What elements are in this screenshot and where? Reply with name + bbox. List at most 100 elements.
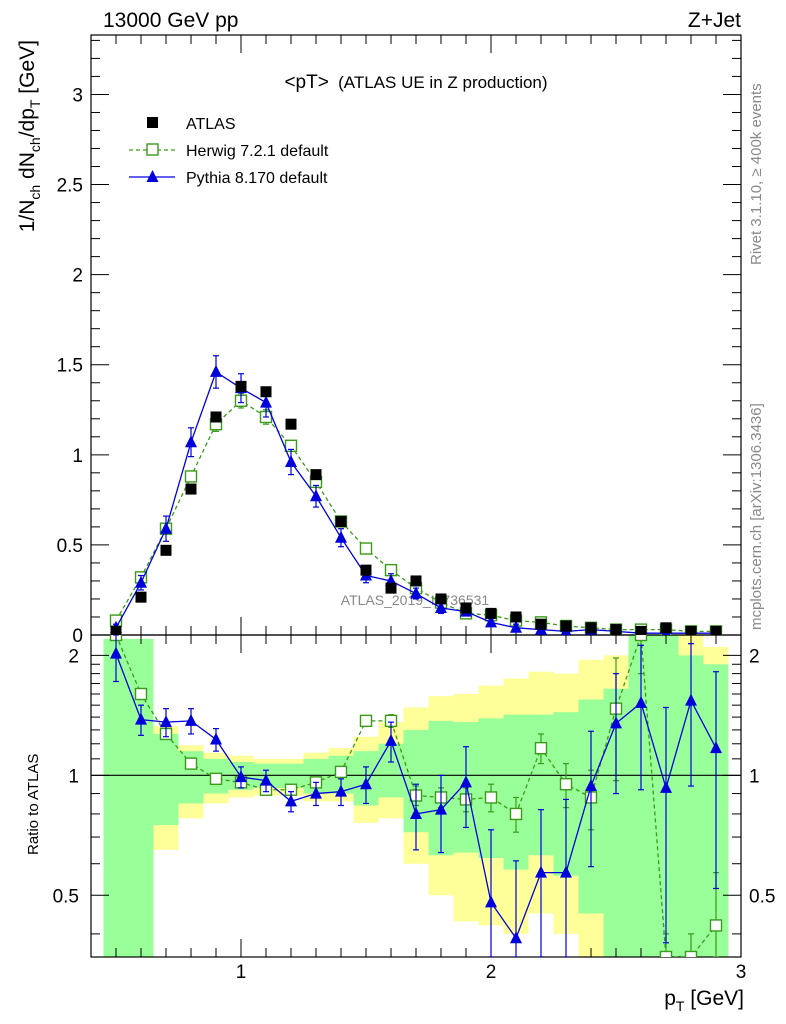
ratio-herwig-point	[334, 765, 348, 779]
main-atlas-point	[360, 564, 372, 576]
ratio-y-tick-label-right: 0.5	[749, 886, 775, 907]
main-pythia-point	[160, 521, 172, 534]
ratio-pythia-point	[110, 646, 122, 659]
ratio-pythia-point	[485, 895, 497, 908]
main-y-tick-label: 1	[72, 446, 83, 467]
main-atlas-point	[160, 544, 172, 556]
ratio-y-tick-label: 2	[68, 646, 79, 667]
ratio-herwig-point	[709, 919, 723, 932]
ratio-herwig-point	[509, 807, 523, 821]
main-pythia-point	[510, 620, 522, 633]
ratio-herwig-point	[184, 757, 198, 770]
ratio-pythia-point	[560, 865, 572, 878]
ratio-pythia-point	[435, 802, 447, 815]
mcplots-side-label: mcplots.cern.ch [arXiv:1306.3436]	[748, 403, 765, 630]
main-axis-ticks: 0 0.5 1 1.5 2 2.5 3	[57, 35, 742, 647]
rivet-side-label: Rivet 3.1.10, ≥ 400k events	[748, 83, 765, 265]
header-right-label: Z+Jet	[688, 9, 741, 32]
main-pythia-point	[335, 530, 347, 543]
ratio-herwig-point	[559, 778, 573, 791]
main-atlas-point	[460, 602, 472, 614]
main-y-tick-label: 2.5	[57, 176, 83, 197]
main-atlas-point	[310, 469, 322, 481]
analysis-watermark: ATLAS_2019_I1736531	[341, 592, 490, 608]
main-herwig-point	[359, 542, 373, 555]
main-y-tick-label: 0	[72, 626, 83, 647]
main-atlas-point	[210, 411, 222, 423]
main-atlas-point	[610, 624, 622, 635]
header-left-label: 13000 GeV pp	[103, 9, 238, 32]
ratio-herwig-point	[659, 950, 673, 957]
main-atlas-point	[485, 607, 497, 619]
legend-herwig-label: Herwig 7.2.1 default	[186, 143, 329, 160]
ratio-band-inner-bin	[128, 638, 154, 957]
main-pythia-point	[260, 395, 272, 408]
ratio-pythia-point	[210, 732, 222, 745]
x-tick-label: 3	[736, 962, 747, 983]
ratio-pythia-point	[410, 806, 422, 819]
ratio-pythia-series	[110, 635, 722, 957]
ratio-pythia-point	[310, 786, 322, 799]
ratio-y-axis-label: Ratio to ATLAS	[25, 754, 42, 855]
main-atlas-series	[110, 380, 722, 635]
main-pythia-point	[485, 615, 497, 628]
ratio-y-tick-label-right: 1	[749, 766, 760, 787]
main-pythia-point	[435, 600, 447, 613]
main-atlas-point	[410, 575, 422, 587]
main-atlas-point	[560, 620, 572, 632]
main-atlas-point	[385, 582, 397, 594]
x-tick-label: 2	[486, 962, 497, 983]
main-pythia-point	[210, 364, 222, 377]
ratio-band-inner-bin	[103, 638, 129, 957]
ratio-y-tick-label-right: 2	[749, 646, 760, 667]
main-atlas-point	[685, 625, 697, 635]
main-pythia-series	[110, 355, 721, 635]
main-chart-title-sub: (ATLAS UE in Z production)	[338, 73, 547, 92]
ratio-pythia-point	[335, 784, 347, 797]
x-tick-label: 1	[236, 962, 247, 983]
ratio-herwig-point	[484, 791, 498, 804]
ratio-pythia-point	[360, 777, 372, 790]
main-pythia-point	[310, 489, 322, 502]
ratio-pythia-point	[610, 716, 622, 729]
legend-atlas-label: ATLAS	[186, 116, 236, 133]
ratio-y-tick-label: 0.5	[53, 886, 79, 907]
main-pythia-point	[410, 586, 422, 599]
ratio-pythia-point	[185, 713, 197, 726]
main-y-axis-label: 1/Nch dNch/dpT [GeV]	[16, 40, 43, 232]
legend-atlas-marker	[147, 117, 158, 128]
ratio-herwig-point	[209, 772, 223, 786]
legend-herwig-marker	[146, 143, 159, 156]
ratio-pythia-point	[235, 770, 247, 783]
ratio-pythia-point	[660, 780, 672, 793]
ratio-herwig-point	[359, 714, 373, 728]
main-atlas-point	[260, 386, 272, 398]
legend: ATLAS Herwig 7.2.1 default Pythia 8.170 …	[129, 116, 329, 187]
ratio-pythia-point	[385, 733, 397, 746]
ratio-herwig-point	[684, 950, 698, 957]
x-axis-label: pT [GeV]	[664, 987, 744, 1014]
main-atlas-point	[285, 418, 297, 430]
main-chart-title: <pT> (ATLAS UE in Z production)	[284, 72, 547, 93]
ratio-pythia-point	[135, 712, 147, 725]
main-y-tick-label: 2	[72, 266, 83, 287]
ratio-herwig-point	[634, 635, 648, 642]
main-pythia-point	[135, 575, 147, 588]
ratio-pythia-point	[535, 865, 547, 878]
main-pythia-point	[185, 435, 197, 448]
main-atlas-point	[135, 591, 147, 603]
main-y-tick-label: 1.5	[57, 356, 83, 377]
ratio-pythia-point	[710, 741, 722, 754]
main-atlas-point	[110, 625, 122, 635]
ratio-pythia-point	[160, 715, 172, 728]
main-atlas-point	[235, 380, 247, 392]
main-y-tick-label: 3	[72, 85, 83, 106]
ratio-herwig-point	[534, 741, 548, 755]
ratio-pythia-point	[510, 931, 522, 944]
main-y-tick-label: 0.5	[57, 536, 83, 557]
main-atlas-point	[710, 625, 722, 635]
ratio-band-inner-bin	[153, 733, 179, 826]
main-atlas-point	[435, 593, 447, 605]
main-atlas-point	[535, 618, 547, 630]
ratio-herwig-point	[134, 687, 148, 701]
